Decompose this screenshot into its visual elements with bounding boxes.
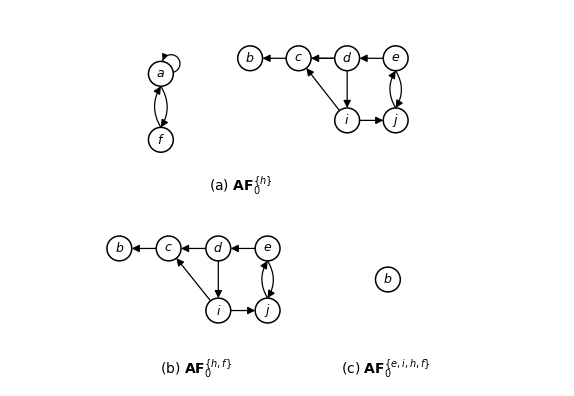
FancyArrowPatch shape [232, 246, 255, 251]
Text: $\mathit{b}$: $\mathit{b}$ [383, 272, 393, 286]
Circle shape [255, 236, 280, 261]
FancyArrowPatch shape [215, 261, 222, 297]
Text: $\mathit{j}$: $\mathit{j}$ [264, 302, 271, 319]
Circle shape [286, 46, 311, 71]
Text: $\mathit{j}$: $\mathit{j}$ [392, 112, 399, 129]
Text: (c) $\mathbf{AF}_0^{\{e,i,h,f\}}$: (c) $\mathbf{AF}_0^{\{e,i,h,f\}}$ [341, 358, 430, 381]
Text: (b) $\mathbf{AF}_0^{\{h,f\}}$: (b) $\mathbf{AF}_0^{\{h,f\}}$ [160, 358, 232, 381]
Text: $\mathit{c}$: $\mathit{c}$ [164, 243, 173, 254]
FancyArrowPatch shape [344, 71, 350, 107]
Text: $\mathit{d}$: $\mathit{d}$ [342, 51, 352, 65]
FancyArrowPatch shape [261, 262, 267, 298]
Circle shape [206, 236, 231, 261]
FancyArrowPatch shape [154, 88, 161, 128]
Circle shape [335, 108, 359, 133]
FancyArrowPatch shape [177, 259, 211, 301]
Text: $\mathit{a}$: $\mathit{a}$ [157, 68, 165, 80]
FancyArrowPatch shape [264, 55, 335, 61]
Text: $\mathit{e}$: $\mathit{e}$ [263, 243, 272, 254]
Circle shape [383, 46, 408, 71]
FancyArrowPatch shape [389, 72, 395, 108]
FancyArrowPatch shape [183, 246, 206, 251]
FancyArrowPatch shape [359, 117, 382, 124]
FancyArrowPatch shape [162, 54, 167, 60]
FancyArrowPatch shape [361, 55, 383, 61]
FancyArrowPatch shape [133, 246, 156, 251]
Text: (a) $\mathbf{AF}_0^{\{h\}}$: (a) $\mathbf{AF}_0^{\{h\}}$ [209, 175, 272, 198]
Circle shape [255, 298, 280, 323]
Circle shape [335, 46, 359, 71]
Circle shape [383, 108, 408, 133]
FancyArrowPatch shape [267, 261, 274, 297]
Text: $\mathit{c}$: $\mathit{c}$ [294, 52, 303, 64]
Circle shape [375, 267, 400, 292]
Text: $\mathit{i}$: $\mathit{i}$ [344, 113, 350, 128]
Circle shape [149, 61, 173, 86]
Circle shape [206, 298, 231, 323]
FancyArrowPatch shape [231, 307, 254, 314]
Circle shape [107, 236, 132, 261]
Text: $\mathit{e}$: $\mathit{e}$ [391, 52, 400, 64]
Text: $\mathit{b}$: $\mathit{b}$ [115, 242, 124, 255]
FancyArrowPatch shape [395, 71, 402, 107]
Text: $\mathit{f}$: $\mathit{f}$ [157, 133, 165, 147]
Circle shape [149, 128, 173, 152]
Text: $\mathit{i}$: $\mathit{i}$ [216, 304, 221, 318]
FancyArrowPatch shape [312, 55, 335, 61]
FancyArrowPatch shape [161, 86, 168, 126]
Circle shape [156, 236, 181, 261]
FancyArrowPatch shape [307, 69, 339, 110]
Text: $\mathit{b}$: $\mathit{b}$ [246, 51, 255, 65]
Circle shape [238, 46, 262, 71]
Text: $\mathit{d}$: $\mathit{d}$ [214, 242, 223, 255]
